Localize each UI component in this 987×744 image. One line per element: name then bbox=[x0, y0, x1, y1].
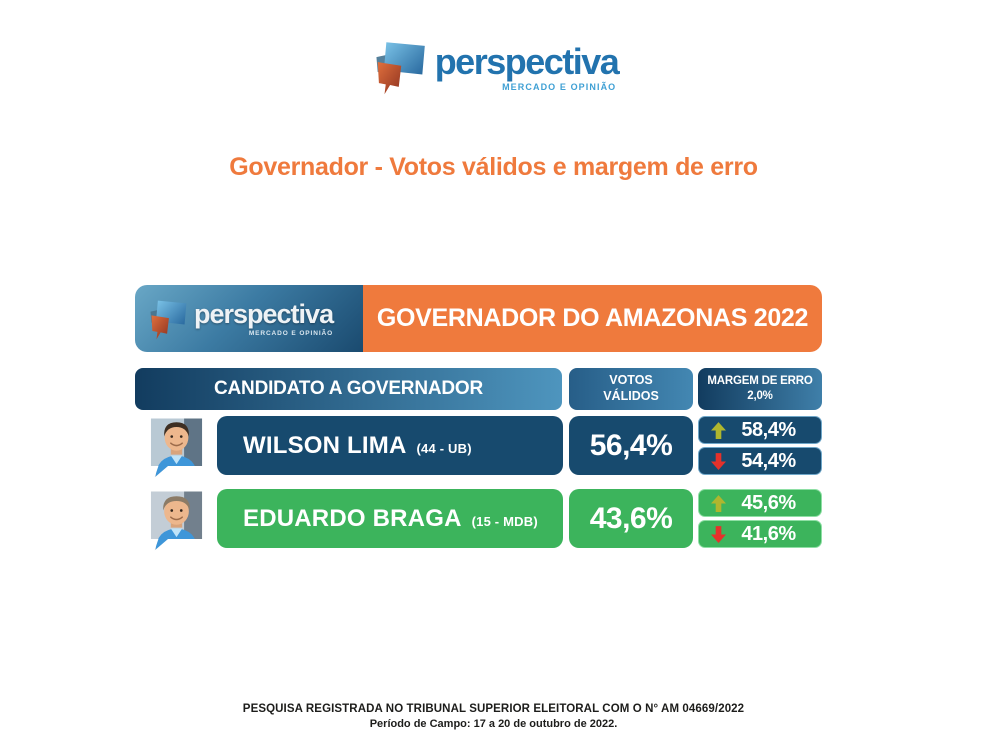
margin-lower-value: 54,4% bbox=[741, 449, 796, 472]
margin-lower-wilson-lima: 54,4% bbox=[698, 447, 822, 475]
margin-upper-value: 58,4% bbox=[741, 418, 796, 441]
brand-tagline: MERCADO E OPINIÃO bbox=[502, 82, 617, 92]
footer-registration: PESQUISA REGISTRADA NO TRIBUNAL SUPERIOR… bbox=[242, 703, 745, 715]
column-header-votes-line1: VOTOS bbox=[609, 373, 653, 388]
banner-title: GOVERNADOR DO AMAZONAS 2022 bbox=[363, 285, 822, 352]
column-header-votes: VOTOS VÁLIDOS bbox=[569, 368, 693, 410]
votes-value-text: 56,4% bbox=[589, 428, 673, 462]
votes-value-eduardo-braga: 43,6% bbox=[569, 489, 693, 548]
margin-lower-eduardo-braga: 41,6% bbox=[698, 520, 822, 548]
candidate-party: (44 - UB) bbox=[416, 440, 472, 456]
arrow-up-icon bbox=[711, 421, 726, 439]
margin-upper-value: 45,6% bbox=[741, 491, 796, 514]
candidate-name: EDUARDO BRAGA bbox=[243, 504, 462, 532]
arrow-down-icon bbox=[711, 452, 726, 470]
banner: perspectiva MERCADO E OPINIÃO GOVERNADOR… bbox=[135, 285, 822, 352]
banner-logo-panel: perspectiva MERCADO E OPINIÃO bbox=[135, 285, 363, 352]
banner-brand-tagline: MERCADO E OPINIÃO bbox=[248, 329, 334, 337]
candidate-photo-eduardo-braga bbox=[150, 491, 203, 551]
column-header-candidate-label: CANDIDATO A GOVERNADOR bbox=[214, 378, 483, 399]
margin-upper-wilson-lima: 58,4% bbox=[698, 416, 822, 444]
brand-wordmark: perspectiva MERCADO E OPINIÃO bbox=[434, 41, 620, 93]
votes-value-text: 43,6% bbox=[589, 501, 673, 535]
votes-value-wilson-lima: 56,4% bbox=[569, 416, 693, 475]
footer: PESQUISA REGISTRADA NO TRIBUNAL SUPERIOR… bbox=[0, 703, 987, 730]
banner-brand-name: perspectiva bbox=[194, 298, 334, 329]
column-header-votes-line2: VÁLIDOS bbox=[603, 389, 659, 403]
perspectiva-logo-icon bbox=[376, 42, 425, 95]
candidate-party: (15 - MDB) bbox=[471, 513, 538, 529]
candidate-row-eduardo-braga: EDUARDO BRAGA (15 - MDB) bbox=[217, 489, 563, 548]
margin-upper-eduardo-braga: 45,6% bbox=[698, 489, 822, 517]
perspectiva-logo-icon bbox=[150, 300, 187, 339]
page-title: Governador - Votos válidos e margem de e… bbox=[229, 153, 758, 181]
margin-lower-value: 41,6% bbox=[741, 522, 796, 545]
footer-field-period: Período de Campo: 17 a 20 de outubro de … bbox=[369, 718, 618, 730]
brand-name: perspectiva bbox=[434, 41, 620, 82]
candidate-photo-wilson-lima bbox=[150, 418, 203, 478]
column-header-margin-line2: 2,0% bbox=[747, 390, 773, 402]
candidate-row-wilson-lima: WILSON LIMA (44 - UB) bbox=[217, 416, 563, 475]
brand-logo: perspectiva MERCADO E OPINIÃO bbox=[0, 36, 987, 98]
banner-brand-wordmark: perspectiva MERCADO E OPINIÃO bbox=[194, 298, 334, 337]
column-header-margin: MARGEM DE ERRO 2,0% bbox=[698, 368, 822, 410]
arrow-down-icon bbox=[711, 525, 726, 543]
column-header-candidate: CANDIDATO A GOVERNADOR bbox=[135, 368, 562, 410]
arrow-up-icon bbox=[711, 494, 726, 512]
column-header-margin-line1: MARGEM DE ERRO bbox=[707, 375, 813, 388]
candidate-name: WILSON LIMA bbox=[243, 431, 407, 459]
